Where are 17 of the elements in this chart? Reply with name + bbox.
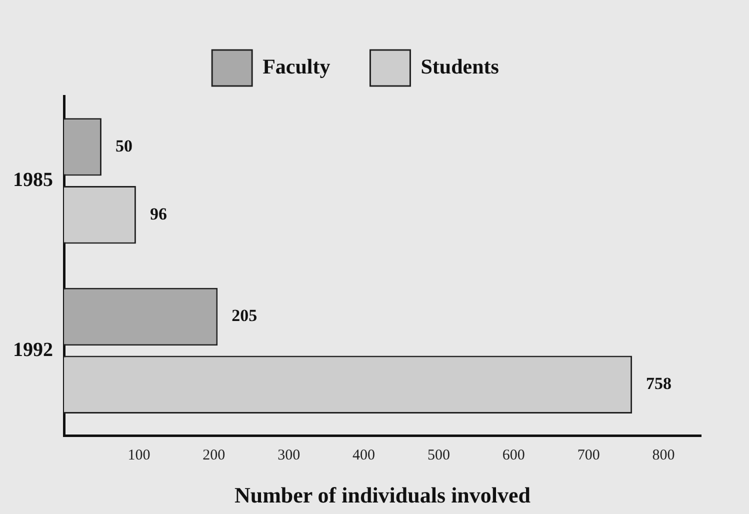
x-tick-label: 600 bbox=[502, 448, 525, 464]
x-tick-label: 300 bbox=[278, 448, 300, 464]
legend-label: Students bbox=[420, 54, 499, 78]
x-axis-title: Number of individuals involved bbox=[234, 482, 531, 508]
x-tick-label: 100 bbox=[128, 448, 150, 464]
y-tick-label: 1985 bbox=[13, 169, 53, 192]
x-tick-label: 400 bbox=[352, 448, 376, 464]
x-tick-label: 200 bbox=[202, 448, 226, 464]
x-tick-label: 800 bbox=[652, 448, 675, 464]
y-tick-label: 1992 bbox=[13, 338, 53, 361]
data-label: 205 bbox=[232, 306, 258, 326]
x-tick-label: 700 bbox=[577, 448, 600, 464]
data-label: 50 bbox=[115, 136, 132, 156]
data-label: 96 bbox=[150, 204, 167, 224]
x-tick-label: 500 bbox=[427, 448, 450, 464]
data-label: 758 bbox=[646, 374, 672, 394]
legend-label: Faculty bbox=[262, 54, 331, 78]
